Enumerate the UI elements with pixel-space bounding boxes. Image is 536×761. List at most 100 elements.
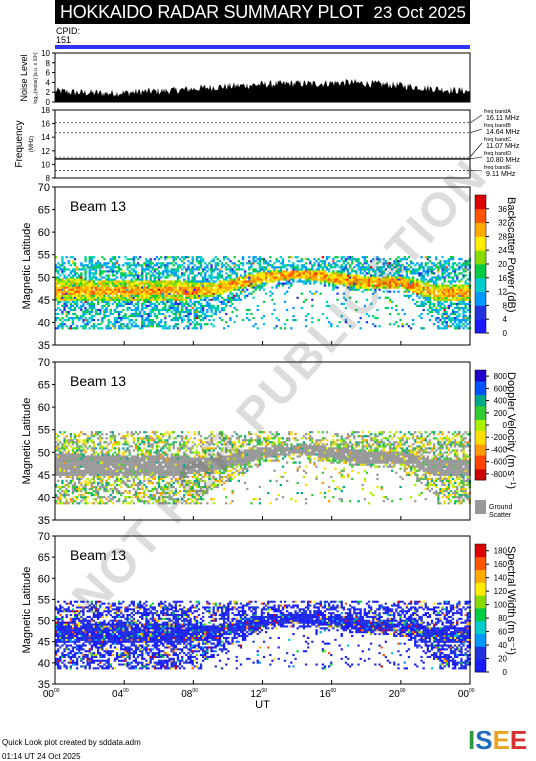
scatter-cell <box>134 270 138 273</box>
scatter-cell <box>220 296 224 299</box>
scatter-cell <box>233 264 236 267</box>
scatter-cell <box>61 298 64 301</box>
scatter-cell <box>189 308 192 312</box>
scatter-cell <box>168 270 171 273</box>
scatter-cell <box>118 310 121 314</box>
scatter-cell <box>323 278 327 281</box>
scatter-cell <box>265 272 268 275</box>
scatter-cell <box>132 433 135 436</box>
scatter-cell <box>92 306 96 310</box>
scatter-cell <box>363 304 366 307</box>
scatter-cell <box>155 308 159 312</box>
colorbar-tick-label: 8 <box>503 301 508 310</box>
scatter-cell <box>90 467 93 470</box>
scatter-cell <box>88 459 91 462</box>
scatter-cell <box>113 467 117 470</box>
scatter-cell <box>302 280 306 283</box>
scatter-cell <box>189 310 192 314</box>
scatter-cell <box>433 272 436 275</box>
scatter-cell <box>130 325 133 328</box>
scatter-cell <box>367 286 371 289</box>
scatter-cell <box>162 325 165 328</box>
scatter-cell <box>107 483 110 487</box>
scatter-cell <box>76 290 79 293</box>
scatter-cell <box>147 290 150 293</box>
scatter-cell <box>105 264 108 267</box>
scatter-cell <box>147 272 150 275</box>
scatter-cell <box>147 439 150 442</box>
scatter-cell <box>162 498 165 501</box>
scatter-cell <box>124 443 127 446</box>
scatter-cell <box>134 319 138 322</box>
scatter-cell <box>86 308 89 312</box>
scatter-cell <box>233 256 236 259</box>
scatter-cell <box>99 463 102 466</box>
scatter-cell <box>101 296 104 299</box>
scatter-cell <box>174 256 177 259</box>
scatter-cell <box>443 304 446 307</box>
scatter-cell <box>101 449 104 452</box>
scatter-cell <box>65 475 68 478</box>
scatter-cell <box>422 282 425 285</box>
scatter-cell <box>122 315 125 318</box>
scatter-cell <box>160 494 163 497</box>
scatter-cell <box>143 325 146 328</box>
scatter-cell <box>76 317 79 320</box>
scatter-cell <box>220 266 224 269</box>
scatter-cell <box>367 278 371 281</box>
scatter-cell <box>59 465 62 468</box>
scatter-cell <box>372 258 375 261</box>
scatter-cell <box>321 270 324 273</box>
scatter-cell <box>393 286 396 289</box>
scatter-cell <box>397 268 400 271</box>
scatter-cell <box>246 312 249 316</box>
scatter-cell <box>73 302 77 305</box>
scatter-cell <box>157 473 161 476</box>
scatter-cell <box>437 286 440 289</box>
scatter-cell <box>141 496 144 499</box>
scatter-cell <box>143 463 146 466</box>
scatter-cell <box>147 461 150 464</box>
scatter-cell <box>155 256 159 259</box>
scatter-cell <box>359 317 362 320</box>
scatter-cell <box>206 264 209 267</box>
colorbar-tick-label: 16 <box>498 274 507 283</box>
scatter-cell <box>145 268 148 271</box>
scatter-cell <box>365 278 369 281</box>
scatter-cell <box>132 288 135 291</box>
scatter-cell <box>132 256 135 259</box>
scatter-cell <box>420 288 423 291</box>
scatter-cell <box>256 284 259 287</box>
scatter-cell <box>151 323 154 326</box>
scatter-cell <box>296 264 299 267</box>
scatter-cell <box>99 487 102 491</box>
scatter-cell <box>269 294 272 297</box>
scatter-cell <box>204 274 207 277</box>
scatter-cell <box>105 471 108 474</box>
scatter-cell <box>69 288 72 291</box>
scatter-cell <box>302 276 306 279</box>
scatter-cell <box>71 457 75 460</box>
scatter-cell <box>269 274 272 277</box>
scatter-cell <box>99 498 102 501</box>
scatter-cell <box>460 319 463 322</box>
scatter-cell <box>149 496 152 499</box>
scatter-cell <box>338 274 341 277</box>
scatter-cell <box>258 264 261 267</box>
scatter-cell <box>143 457 146 460</box>
scatter-cell <box>376 258 379 261</box>
scatter-cell <box>216 258 219 261</box>
scatter-cell <box>336 282 339 285</box>
scatter-cell <box>378 288 381 291</box>
scatter-cell <box>122 300 125 303</box>
scatter-cell <box>281 282 285 285</box>
scatter-cell <box>206 282 209 285</box>
scatter-cell <box>202 268 205 271</box>
scatter-cell <box>403 258 406 261</box>
scatter-cell <box>174 274 177 277</box>
scatter-cell <box>139 463 142 466</box>
scatter-cell <box>227 325 230 328</box>
scatter-cell <box>338 260 341 263</box>
scatter-cell <box>141 268 144 271</box>
scatter-cell <box>120 463 123 466</box>
